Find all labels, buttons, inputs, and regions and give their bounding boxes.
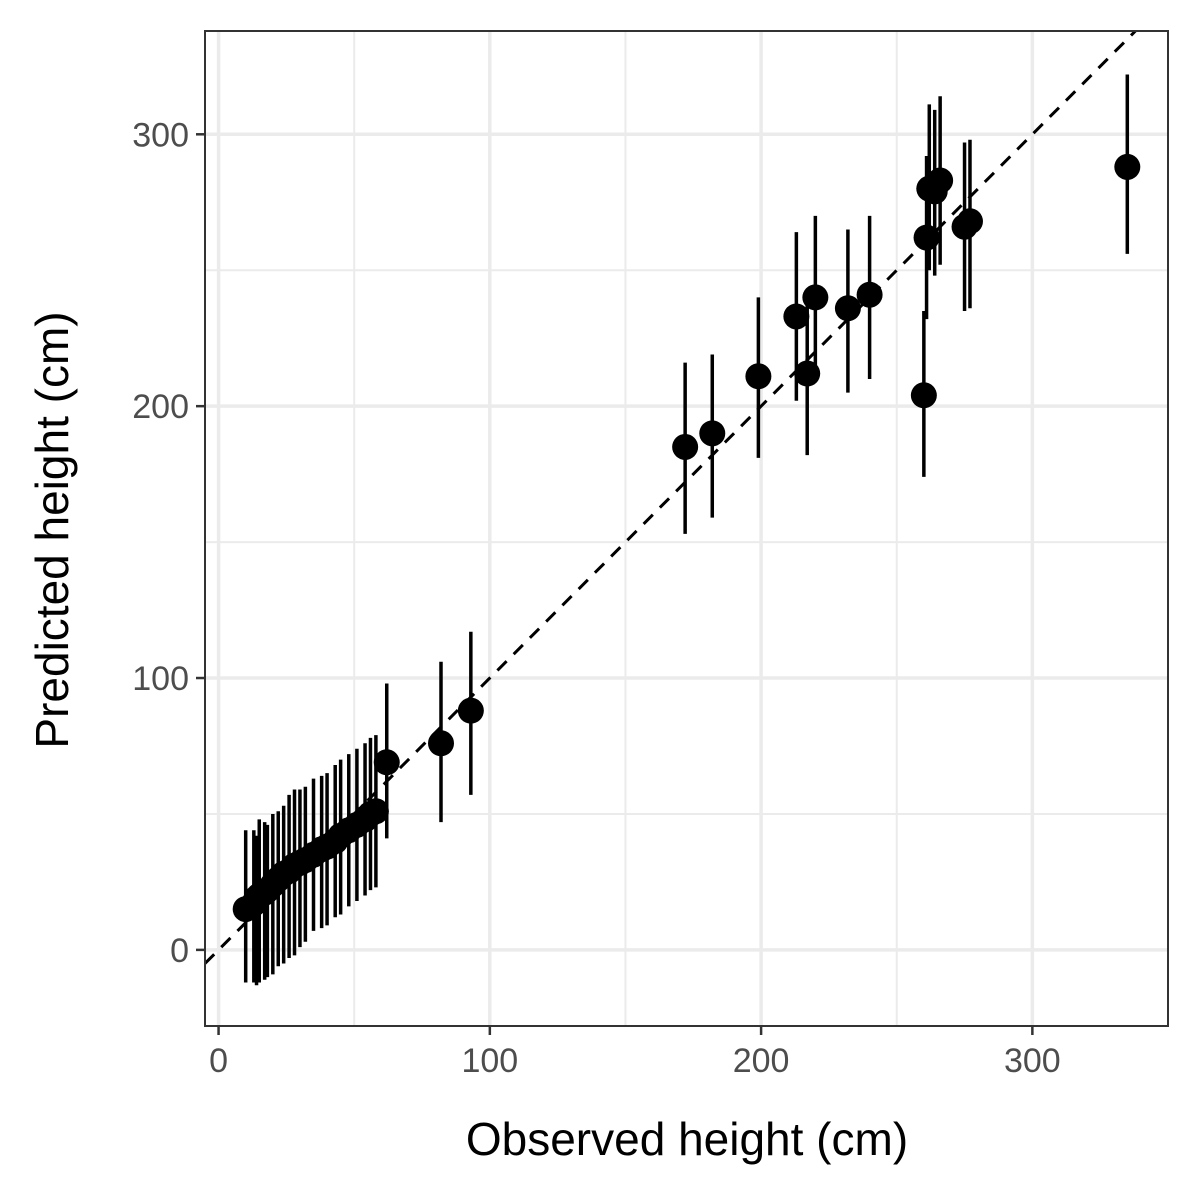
panel-border [204, 30, 1169, 1027]
data-point [802, 284, 829, 311]
data-point [745, 363, 772, 390]
axes: 0 100 200 300 0 100 200 300 [132, 116, 1060, 1080]
data-point [362, 798, 389, 825]
y-tick-label: 0 [170, 932, 189, 970]
y-tick-label: 300 [132, 116, 189, 154]
data-point [672, 433, 699, 460]
data-point [910, 382, 937, 409]
data-point [1114, 153, 1141, 180]
data-point [457, 697, 484, 724]
data-point [927, 167, 954, 194]
x-tick-label: 100 [461, 1042, 518, 1080]
data-points [232, 153, 1141, 923]
data-point [834, 295, 861, 322]
data-point [373, 749, 400, 776]
data-point [783, 303, 810, 330]
data-point [913, 224, 940, 251]
data-point [428, 730, 455, 757]
x-tick-label: 300 [1004, 1042, 1061, 1080]
x-tick-label: 200 [733, 1042, 790, 1080]
x-axis-title: Observed height (cm) [466, 1113, 908, 1165]
data-point [794, 360, 821, 387]
data-point [956, 208, 983, 235]
y-axis-title: Predicted height (cm) [26, 311, 78, 748]
data-point [856, 281, 883, 308]
data-point [699, 420, 726, 447]
x-tick-label: 0 [209, 1042, 228, 1080]
y-tick-label: 100 [132, 660, 189, 698]
y-tick-label: 200 [132, 388, 189, 426]
